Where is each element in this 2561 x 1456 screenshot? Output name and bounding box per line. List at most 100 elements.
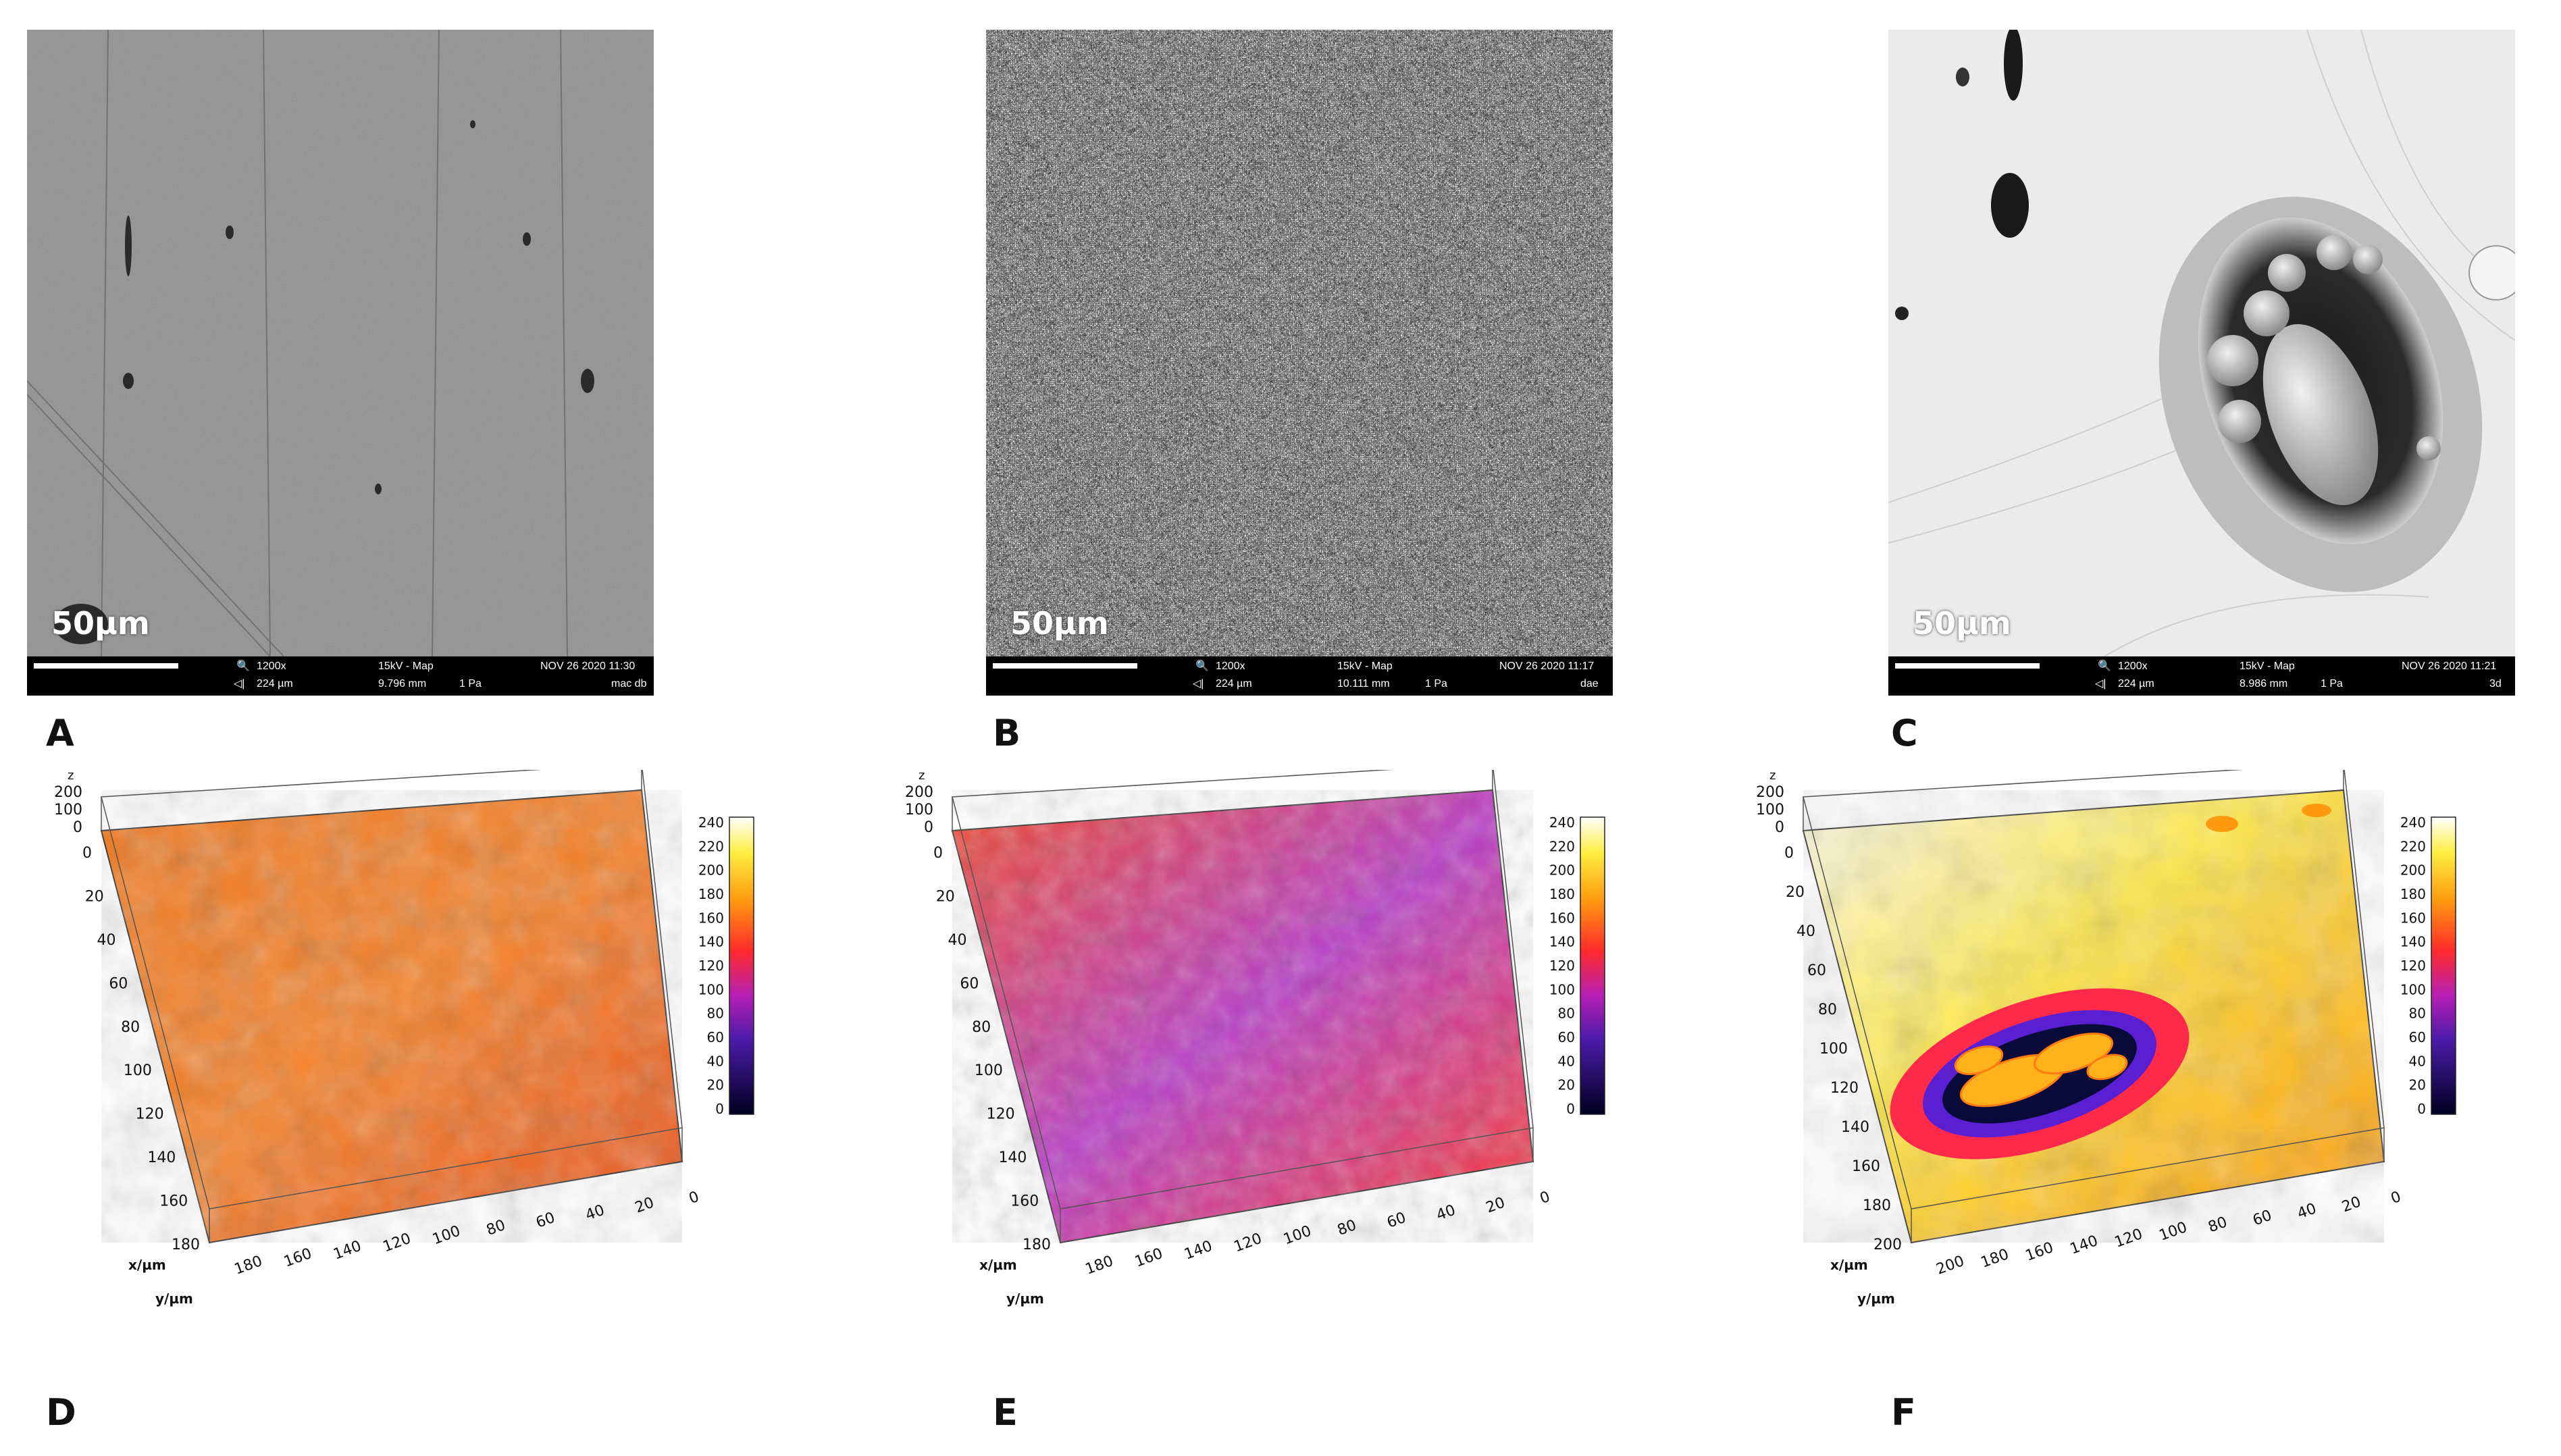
colorbar-tick-label: 80 (707, 1006, 724, 1022)
y-tick-label: 40 (1796, 923, 1815, 940)
colorbar-tick-label: 200 (1549, 862, 1575, 879)
field-width-icon: ◁| (1193, 678, 1204, 690)
y-tick-label: 20 (85, 888, 104, 905)
y-tick-label: 120 (987, 1106, 1015, 1123)
panel-label-b: B (993, 712, 1021, 754)
y-tick-label: 0 (933, 845, 943, 862)
panel-label-d: D (46, 1391, 76, 1434)
magnifier-icon: 🔍 (1195, 660, 1209, 672)
x-tick-label: 140 (1182, 1238, 1214, 1264)
colorbar-tick-label: 160 (1549, 910, 1575, 926)
sem-info-bar: 🔍 1200x ◁| 224 µm 15kV - Map 10.111 mm 1… (986, 656, 1613, 696)
colorbar-tick-label: 20 (1558, 1077, 1575, 1093)
x-tick-label: 80 (1335, 1217, 1359, 1239)
y-tick-label: 120 (1830, 1080, 1859, 1097)
y-tick-label: 200 (1873, 1237, 1902, 1253)
sem-image-b: 50µm 🔍 1200x ◁| 224 µm 15kV - Map 10.111… (986, 30, 1613, 696)
y-tick-label: 60 (109, 975, 128, 992)
x-axis-label: x/µm (128, 1257, 166, 1273)
scale-bar (34, 663, 178, 669)
colorbar-tick-label: 200 (2400, 862, 2426, 879)
y-tick-label: 140 (1841, 1119, 1869, 1136)
x-tick-label: 60 (534, 1210, 557, 1232)
field-width-icon: ◁| (2095, 678, 2106, 690)
x-tick-label: 140 (331, 1238, 363, 1264)
colorbar-tick-label: 180 (698, 886, 724, 902)
colorbar-tick-label: 240 (2400, 814, 2426, 831)
magnification-value: 1200x (2118, 660, 2148, 672)
colorbar-tick-label: 60 (707, 1029, 724, 1045)
y-tick-label: 40 (948, 932, 967, 949)
colorbar-tick-label: 40 (1558, 1053, 1575, 1069)
colorbar-tick-label: 0 (2417, 1101, 2426, 1117)
x-tick-label: 180 (1979, 1246, 2011, 1272)
x-tick-label: 180 (1083, 1253, 1116, 1278)
y-axis-label: y/µm (1857, 1291, 1895, 1307)
field-width-value: 224 µm (2118, 678, 2154, 690)
colorbar-tick-label: 140 (1549, 934, 1575, 950)
y-tick-label: 100 (975, 1062, 1003, 1079)
hv-mode-value: 15kV - Map (2240, 660, 2295, 672)
timestamp-value: NOV 26 2020 11:30 (540, 660, 636, 672)
colorbar-tick-label: 220 (698, 838, 724, 854)
colorbar-tick-label: 60 (2409, 1029, 2426, 1045)
y-axis-label: y/µm (155, 1291, 193, 1307)
y-tick-label: 80 (1818, 1002, 1837, 1018)
colorbar-tick-label: 80 (2409, 1006, 2426, 1022)
scale-label: 50µm (1010, 605, 1109, 642)
pore-depression (1890, 804, 2331, 1160)
colorbar-tick-label: 60 (1558, 1029, 1575, 1045)
colorbar-tick-label: 200 (698, 862, 724, 879)
surface-plot-f: 240 220 200 180 160 140 120 100 80 60 40 20 0 z 200 100… (1756, 762, 2553, 1432)
x-tick-label: 100 (1281, 1223, 1314, 1249)
timestamp-value: NOV 26 2020 11:21 (2402, 660, 2497, 672)
colorbar-tick-label: 180 (2400, 886, 2426, 902)
panel-label-c: C (1891, 712, 1918, 754)
pressure-value: 1 Pa (459, 678, 482, 690)
y-tick-label: 0 (1784, 845, 1794, 862)
sample-name-value: dae (1580, 678, 1599, 690)
field-width-value: 224 µm (1216, 678, 1252, 690)
surface-texture (952, 790, 1533, 1243)
z-tick-label: 0 (924, 819, 933, 836)
x-axis-label: x/µm (979, 1257, 1017, 1273)
y-tick-label: 100 (1819, 1041, 1848, 1058)
sem-micrograph-c (1888, 30, 2515, 656)
x-tick-label: 120 (1232, 1230, 1264, 1256)
colorbar (2431, 816, 2456, 1115)
x-tick-label: 160 (1133, 1245, 1165, 1271)
surface-plot-svg-e: 240220200180160140120100806040200z200100… (905, 762, 1605, 1307)
y-tick-label: 100 (124, 1062, 152, 1079)
bounding-box (952, 762, 1534, 1243)
x-tick-label: 40 (584, 1202, 607, 1224)
colorbar-tick-label: 120 (1549, 958, 1575, 974)
x-tick-label: 100 (430, 1223, 463, 1249)
x-tick-label: 0 (1538, 1189, 1553, 1207)
scale-bar (1895, 663, 2040, 669)
colorbar-tick-label: 100 (1549, 981, 1575, 997)
x-tick-label: 40 (2295, 1200, 2319, 1222)
x-tick-label: 80 (484, 1217, 508, 1239)
colorbar-tick-label: 40 (2409, 1053, 2426, 1069)
colorbar-tick-label: 140 (698, 934, 724, 950)
z-tick-label: 0 (73, 819, 82, 836)
surface-plot-svg-d: 240220200180160140120100806040200z200100… (54, 762, 754, 1307)
x-tick-label: 20 (633, 1194, 656, 1216)
working-distance-value: 10.111 mm (1337, 678, 1390, 690)
pressure-value: 1 Pa (1425, 678, 1447, 690)
magnification-value: 1200x (1216, 660, 1245, 672)
scale-bar (993, 663, 1137, 669)
x-tick-label: 140 (2068, 1232, 2100, 1258)
hv-mode-value: 15kV - Map (378, 660, 434, 672)
x-tick-label: 40 (1434, 1202, 1458, 1224)
z-tick-label: 100 (54, 802, 82, 818)
colorbar-tick-label: 20 (707, 1077, 724, 1093)
magnification-value: 1200x (257, 660, 286, 672)
z-tick-label: 100 (905, 802, 933, 818)
y-tick-label: 160 (159, 1193, 188, 1210)
x-tick-label: 0 (687, 1189, 702, 1207)
y-tick-label: 180 (1863, 1197, 1891, 1214)
x-tick-label: 160 (282, 1245, 314, 1271)
colorbar-tick-label: 220 (1549, 838, 1575, 854)
colorbar-tick-label: 240 (698, 814, 724, 831)
